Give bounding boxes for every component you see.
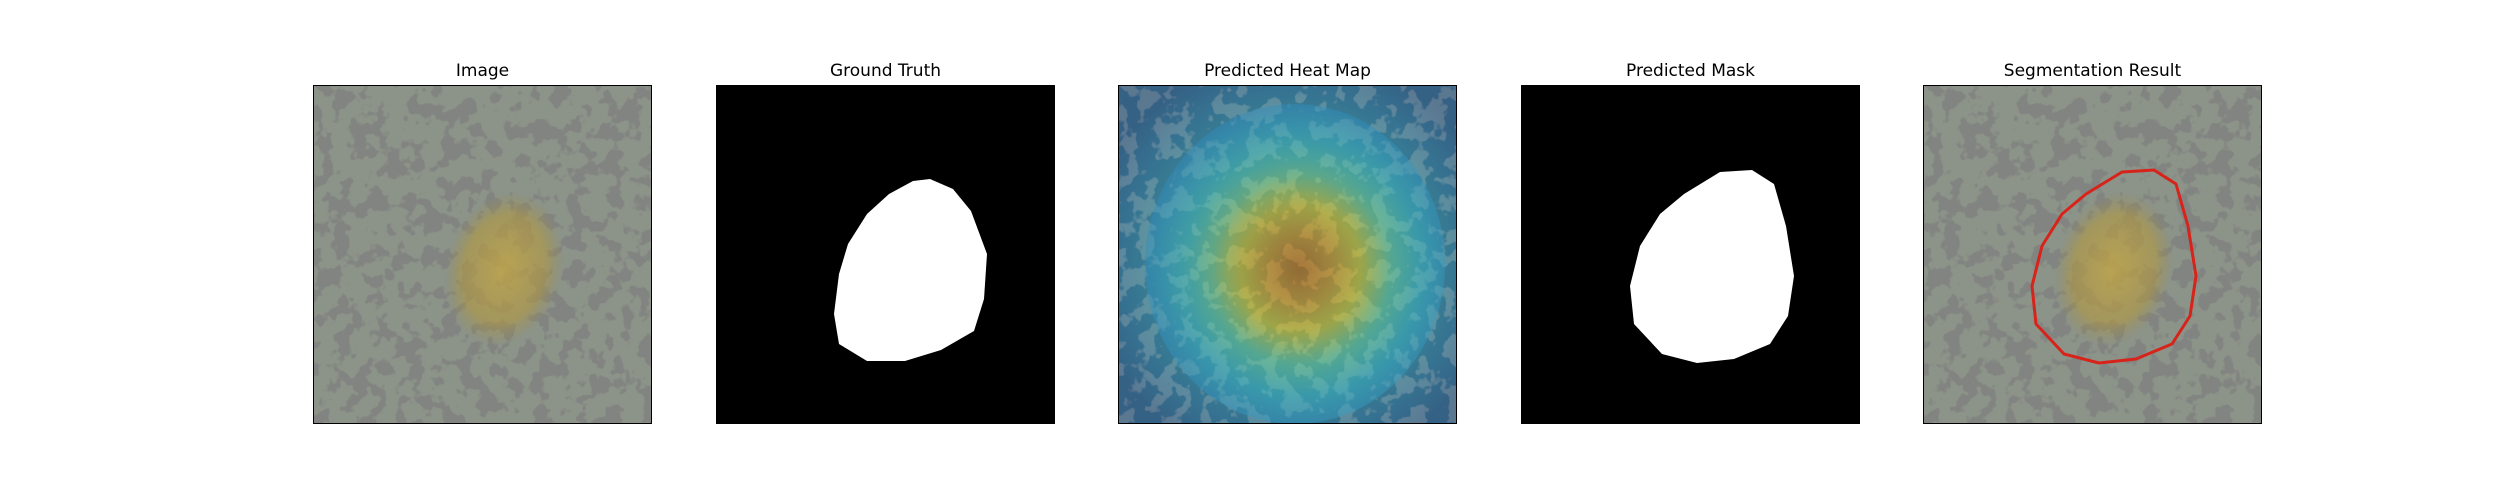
panel-title: Image [455, 61, 510, 81]
segmentation-contour [2030, 168, 2198, 365]
ground-truth-mask [717, 86, 1054, 423]
ground-truth-frame [716, 85, 1055, 424]
panel-title: Predicted Mask [1626, 61, 1755, 81]
predicted-mask-frame [1521, 85, 1860, 424]
lesion-photo [314, 86, 651, 423]
panel-title: Ground Truth [829, 61, 942, 81]
segmentation-frame [1923, 85, 2262, 424]
image-frame [313, 85, 652, 424]
predicted-mask [1522, 86, 1859, 423]
segmentation-overlay [1924, 86, 2261, 423]
heat-map-frame [1118, 85, 1457, 424]
panel-title: Segmentation Result [2003, 61, 2182, 81]
panel-title: Predicted Heat Map [1204, 61, 1371, 81]
heat-map [1119, 86, 1456, 423]
